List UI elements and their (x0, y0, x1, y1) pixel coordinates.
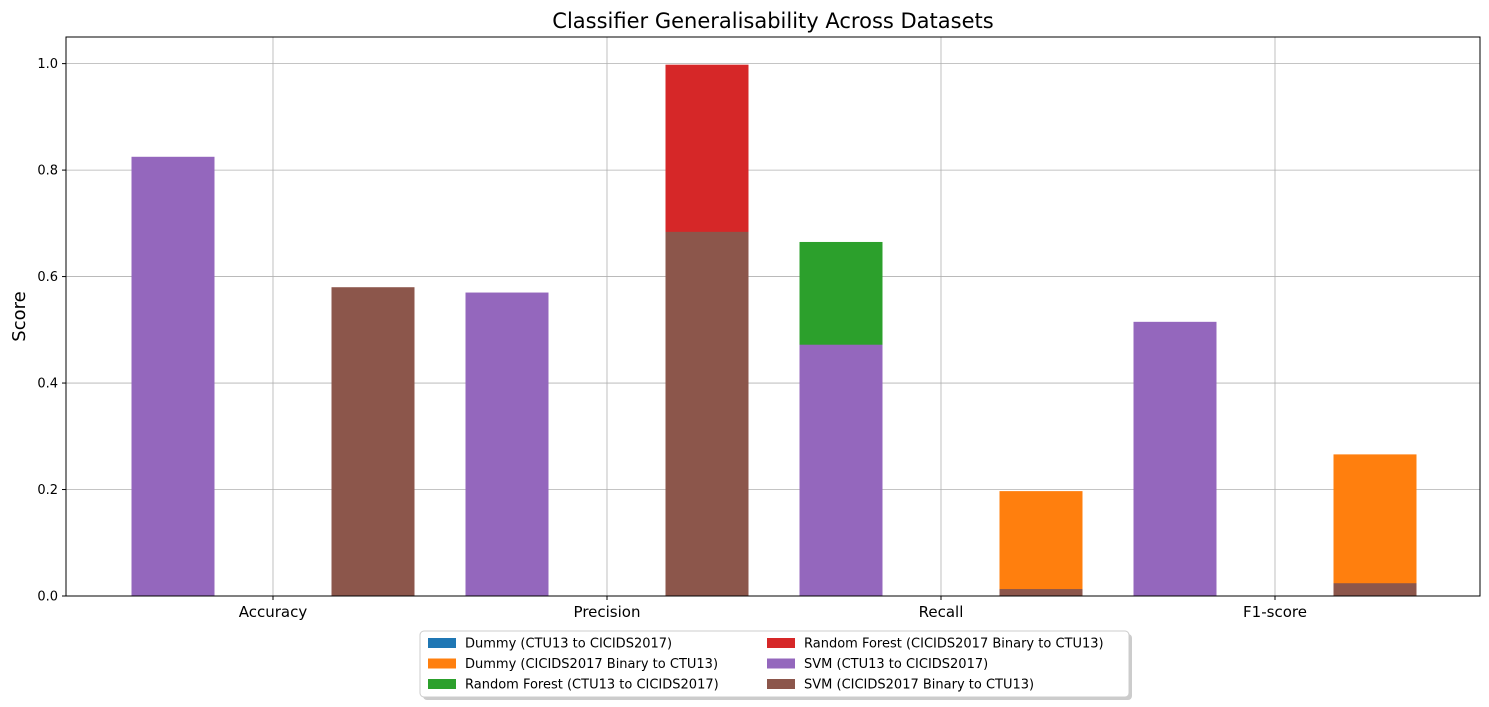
bars (131, 64, 1417, 597)
bar-dummy-cicids2017-binary-to-ctu13-f1-score (1333, 454, 1417, 596)
legend-label: SVM (CTU13 to CICIDS2017) (804, 657, 988, 672)
bar-svm-cicids2017-binary-to-ctu13-accuracy (331, 287, 415, 596)
y-tick-label: 0.6 (37, 270, 58, 285)
x-axis: Accuracy Precision Recall F1-score (239, 596, 1307, 621)
legend-label: Random Forest (CTU13 to CICIDS2017) (465, 678, 719, 693)
legend-swatch (428, 658, 456, 669)
y-axis: 0.0 0.2 0.4 0.6 0.8 1.0 (37, 57, 66, 605)
legend-label: SVM (CICIDS2017 Binary to CTU13) (804, 678, 1034, 693)
x-tick-label: Precision (574, 603, 641, 621)
y-axis-label: Score (9, 291, 30, 341)
bar-svm-ctu13-to-cicids2017-f1-score (1133, 321, 1217, 596)
legend-label: Dummy (CICIDS2017 Binary to CTU13) (465, 657, 718, 672)
y-tick-label: 0.8 (37, 164, 58, 179)
x-tick-label: Accuracy (239, 603, 308, 621)
legend-swatch (767, 658, 795, 669)
y-tick-label: 0.0 (37, 590, 58, 605)
y-tick-label: 0.4 (37, 377, 58, 392)
legend-label: Random Forest (CICIDS2017 Binary to CTU1… (804, 637, 1104, 652)
grid-lines (66, 37, 1480, 597)
legend-swatch (767, 638, 795, 648)
bar-svm-cicids2017-binary-to-ctu13-precision (665, 231, 749, 596)
x-tick-label: F1-score (1243, 603, 1307, 621)
legend-label: Dummy (CTU13 to CICIDS2017) (465, 637, 672, 652)
legend-swatch (767, 679, 795, 689)
x-tick-label: Recall (919, 603, 964, 621)
bar-svm-ctu13-to-cicids2017-recall (799, 344, 883, 596)
plot-frame (65, 36, 1481, 597)
legend-swatch (428, 679, 456, 689)
bar-svm-cicids2017-binary-to-ctu13-f1-score (1333, 583, 1417, 596)
legend-swatch (428, 638, 456, 648)
chart-title: Classifier Generalisability Across Datas… (552, 9, 993, 33)
y-tick-label: 0.2 (37, 483, 58, 498)
y-tick-label: 1.0 (37, 57, 58, 72)
bar-dummy-cicids2017-binary-to-ctu13-recall (999, 491, 1083, 596)
bar-svm-cicids2017-binary-to-ctu13-recall (999, 589, 1083, 596)
bar-svm-ctu13-to-cicids2017-precision (465, 292, 549, 596)
legend: Dummy (CTU13 to CICIDS2017) Dummy (CICIDS… (419, 630, 1132, 700)
bar-svm-ctu13-to-cicids2017-accuracy (131, 156, 215, 597)
